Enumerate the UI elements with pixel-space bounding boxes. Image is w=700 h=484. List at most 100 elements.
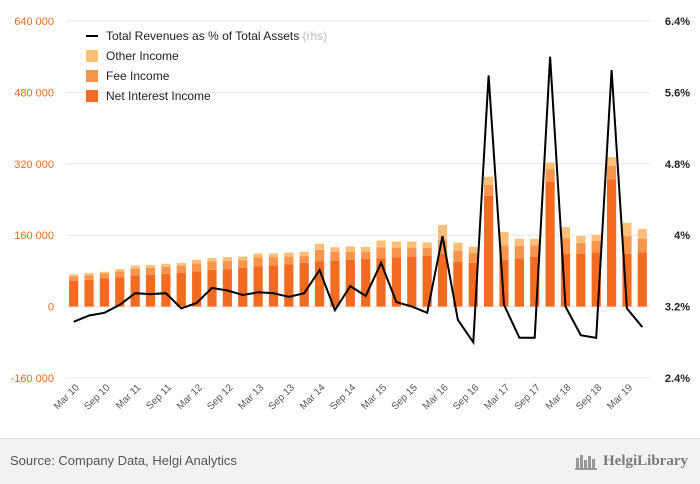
bar-segment — [453, 250, 463, 262]
bar-segment — [130, 268, 140, 276]
x-tick-label: Mar 15 — [359, 382, 389, 412]
bar-segment — [299, 251, 309, 256]
bar-segment — [345, 246, 355, 252]
bar-segment — [314, 243, 325, 250]
x-tick-label: Mar 11 — [114, 382, 144, 412]
bar-segment — [253, 266, 263, 307]
bar-segment — [407, 247, 417, 257]
x-tick-label: Mar 12 — [175, 382, 205, 412]
bar-segment — [99, 271, 110, 274]
bar-segment — [514, 238, 524, 246]
bar-segment — [560, 227, 571, 239]
bar-segment — [361, 258, 371, 307]
y-right-tick-label: 2.4% — [665, 373, 690, 385]
legend-label: Other Income — [106, 49, 179, 63]
bar-segment — [576, 236, 586, 243]
x-tick-label: Sep 10 — [82, 382, 112, 412]
bar-segment — [484, 195, 494, 307]
bar-segment — [453, 242, 463, 251]
bar-segment — [591, 252, 601, 307]
legend-label: Total Revenues as % of Total Assets (rhs… — [106, 29, 327, 43]
bar-segment — [499, 245, 509, 260]
brand-name: HelgiLibrary — [603, 452, 688, 469]
bar-segment — [84, 275, 94, 280]
y-left-tick-label: 640 000 — [14, 16, 54, 28]
x-tick-label: Mar 17 — [482, 382, 512, 412]
helgi-library-logo-icon — [575, 455, 597, 470]
x-tick-label: Sep 16 — [451, 382, 481, 412]
x-tick-label: Sep 13 — [267, 382, 297, 412]
bar-segment — [530, 256, 540, 307]
bar-segment — [176, 272, 186, 307]
x-tick-label: Mar 19 — [605, 382, 635, 412]
bar-segment — [299, 262, 309, 307]
bar-segment — [391, 241, 402, 248]
bar-segment — [637, 228, 647, 239]
bar-segment — [99, 278, 110, 307]
bar-segment — [437, 253, 448, 307]
bar-segment — [99, 273, 110, 279]
bar-segment — [407, 241, 417, 248]
bar-segment — [192, 259, 202, 264]
bar-segment — [484, 176, 494, 185]
bar-segment — [176, 262, 186, 266]
bar-segment — [253, 257, 263, 267]
bar-segment — [176, 265, 186, 273]
bar-segment — [115, 269, 125, 272]
bar-segment — [330, 260, 340, 307]
bar-segment — [484, 184, 494, 196]
bar-segment — [591, 241, 601, 253]
bar-segment — [606, 179, 617, 307]
bar-segment — [253, 253, 263, 258]
bar-segment — [576, 253, 586, 307]
bar-segment — [560, 238, 571, 254]
bar-segment — [606, 157, 617, 167]
y-left-tick-label: -160 000 — [11, 373, 54, 385]
bar-segment — [284, 256, 294, 265]
bar-segment — [376, 258, 386, 307]
bar-segment — [545, 162, 555, 170]
x-tick-label: Mar 16 — [421, 382, 451, 412]
y-right-tick-label: 5.6% — [665, 87, 690, 99]
bar-segment — [222, 257, 232, 262]
bar-segment — [161, 274, 171, 307]
bar-segment — [391, 247, 402, 258]
bar-segment — [560, 253, 571, 307]
bar-segment — [145, 265, 156, 268]
bar-segment — [576, 242, 586, 254]
bar-segment — [376, 247, 386, 259]
bar-segment — [376, 240, 386, 248]
y-left-tick-label: 480 000 — [14, 87, 54, 99]
bar-segment — [238, 256, 248, 261]
brand: HelgiLibrary — [575, 449, 688, 473]
y-left-tick-label: 0 — [48, 302, 54, 314]
bar-segment — [84, 273, 94, 276]
x-tick-label: Sep 12 — [205, 382, 235, 412]
bar-segment — [69, 274, 79, 277]
bar-segment — [207, 261, 217, 271]
bar-segment — [222, 269, 232, 307]
x-tick-label: Sep 15 — [390, 382, 420, 412]
bar-segment — [606, 166, 617, 180]
bar-segment — [115, 271, 125, 278]
bar-segment — [330, 247, 340, 252]
y-right-tick-label: 3.2% — [665, 302, 690, 314]
x-tick-label: Sep 14 — [328, 382, 358, 412]
bar-segment — [161, 263, 171, 267]
bar-segment — [130, 275, 140, 307]
bar-segment — [468, 253, 478, 263]
bar-segment — [468, 246, 478, 254]
bar-segment — [314, 249, 325, 262]
bar-segment — [69, 276, 79, 281]
y-right-tick-label: 4% — [674, 230, 690, 242]
y-right-tick-label: 4.8% — [665, 159, 690, 171]
bar-segment — [391, 257, 402, 307]
bar-segment — [192, 263, 202, 272]
bar-segment — [284, 264, 294, 307]
revenue-ratio-line — [73, 56, 644, 346]
bar-segment — [422, 242, 432, 248]
source-note: Source: Company Data, Helgi Analytics — [10, 453, 237, 468]
bar-segment — [238, 260, 248, 268]
bar-segment — [284, 252, 294, 257]
y-left-tick-label: 160 000 — [14, 230, 54, 242]
